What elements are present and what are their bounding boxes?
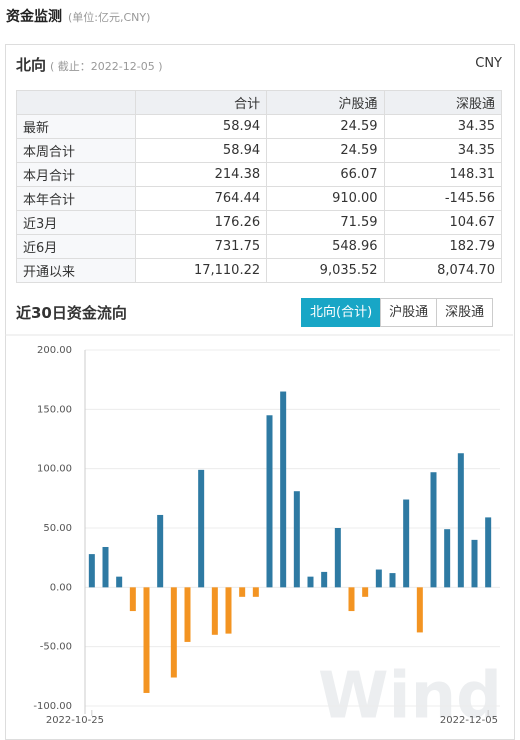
- bar: [457, 453, 464, 588]
- row-label: 本年合计: [16, 186, 136, 211]
- cell: 34.35: [383, 114, 503, 139]
- cell: 8,074.70: [383, 258, 503, 283]
- y-tick-label: -100.00: [33, 701, 72, 712]
- currency: CNY: [475, 56, 502, 71]
- row-label: 近6月: [16, 234, 136, 259]
- header-title: 资金监测: [6, 9, 62, 25]
- column-header: 合计: [134, 90, 268, 115]
- bar: [198, 469, 205, 588]
- cell: 66.07: [266, 162, 385, 187]
- bar: [444, 529, 451, 588]
- y-tick-label: 150.00: [37, 404, 72, 415]
- bar: [348, 587, 355, 612]
- bar: [430, 472, 437, 588]
- cell: -145.56: [383, 186, 503, 211]
- row-label: 最新: [16, 114, 136, 139]
- header: 资金监测 (单位:亿元,CNY): [6, 6, 150, 26]
- bar: [416, 587, 423, 633]
- bar: [143, 587, 150, 693]
- bar: [375, 569, 382, 588]
- row: 本月合计 214.38 66.07 148.31: [16, 162, 503, 187]
- cell: 548.96: [266, 234, 385, 259]
- date: ( 截止：2022-12-05 ): [50, 60, 163, 73]
- bar: [471, 539, 478, 588]
- bar: [116, 576, 123, 588]
- y-tick-label: 0.00: [50, 582, 72, 593]
- bar: [280, 391, 287, 588]
- cell: 17,110.22: [134, 258, 268, 283]
- bar: [266, 415, 273, 588]
- row: 近6月 731.75 548.96 182.79: [16, 234, 503, 259]
- bar: [211, 587, 218, 635]
- table: 合计 沪股通 深股通 最新 58.94 24.59 34.35 本周合计 58.94 24.59 3…: [16, 90, 503, 283]
- watermark: Wind: [318, 660, 502, 734]
- cell: 731.75: [134, 234, 268, 259]
- y-tick-label: -50.00: [40, 642, 72, 653]
- row: 最新 58.94 24.59 34.35: [16, 114, 503, 139]
- bar: [389, 573, 396, 588]
- y-tick-label: 200.00: [37, 345, 72, 356]
- row: 近3月 176.26 71.59 104.67: [16, 210, 503, 235]
- cell: 24.59: [266, 138, 385, 163]
- bar: [157, 514, 164, 588]
- bar: [184, 587, 191, 642]
- tab[interactable]: 沪股通: [380, 298, 438, 327]
- bar: [252, 587, 259, 597]
- cell: 182.79: [383, 234, 503, 259]
- bar: [321, 571, 328, 588]
- cell: 34.35: [383, 138, 503, 163]
- y-tick-label: 100.00: [37, 464, 72, 475]
- bar: [334, 528, 341, 588]
- panel-title: 北向: [16, 56, 47, 74]
- tab[interactable]: 北向(合计): [301, 298, 382, 327]
- bar: [307, 576, 314, 588]
- row-label: 本月合计: [16, 162, 136, 187]
- bar: [225, 587, 232, 634]
- cell: 9,035.52: [266, 258, 385, 283]
- section-title: 近30日资金流向: [16, 304, 127, 322]
- cell: 214.38: [134, 162, 268, 187]
- row: 本周合计 58.94 24.59 34.35: [16, 138, 503, 163]
- tab[interactable]: 深股通: [436, 298, 494, 327]
- x-tick-label: 2022-12-05: [440, 715, 498, 726]
- row-label: 近3月: [16, 210, 136, 235]
- bar: [362, 587, 369, 597]
- bar: [129, 587, 136, 612]
- cell: 58.94: [134, 138, 268, 163]
- bar: [239, 587, 246, 597]
- bar: [403, 499, 410, 588]
- row: 开通以来 17,110.22 9,035.52 8,074.70: [16, 258, 503, 283]
- bar: [102, 546, 109, 588]
- bar: [170, 587, 177, 678]
- x-tick-label: 2022-10-25: [46, 715, 104, 726]
- y-tick-label: 50.00: [43, 523, 72, 534]
- panel-header: 北向( 截止：2022-12-05 ): [16, 54, 163, 75]
- cell: 104.67: [383, 210, 503, 235]
- unit: (单位:亿元,CNY): [68, 11, 151, 24]
- bar: [88, 554, 95, 588]
- cell: 71.59: [266, 210, 385, 235]
- row-label: 开通以来: [16, 258, 136, 283]
- bar: [293, 491, 300, 588]
- bar: [485, 517, 492, 588]
- tabs: 北向(合计) 沪股通 深股通: [301, 298, 494, 327]
- column-header: 沪股通: [266, 90, 385, 115]
